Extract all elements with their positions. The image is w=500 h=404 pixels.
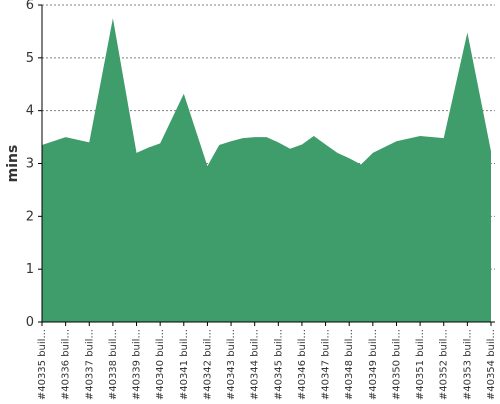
x-tick-label: #40335 buil... — [37, 329, 48, 400]
y-tick-label: 5 — [26, 51, 34, 66]
x-tick-label: #40350 buil... — [391, 329, 402, 400]
y-tick-label: 0 — [26, 315, 34, 330]
y-tick-labels: 0 1 2 3 4 5 6 — [26, 0, 34, 330]
x-tick-label: #40340 buil... — [155, 329, 166, 400]
axes — [38, 4, 495, 326]
x-tick-label: #40341 buil... — [179, 329, 190, 400]
x-tick-label: #40346 buil... — [297, 329, 308, 400]
x-tick-label: #40343 buil... — [226, 329, 237, 400]
x-tick-label: #40338 buil... — [108, 329, 119, 400]
x-tick-label: #40337 buil... — [84, 329, 95, 400]
x-tick-label: #40342 buil... — [202, 329, 213, 400]
x-tick-label: #40349 buil... — [368, 329, 379, 400]
y-tick-label: 6 — [26, 0, 34, 13]
y-tick-label: 2 — [26, 209, 34, 224]
series-area-layer — [42, 18, 491, 322]
series-area — [42, 18, 491, 322]
y-axis-label: mins — [5, 145, 21, 183]
x-tick-labels: #40335 buil... #40336 buil... #40337 buil.… — [37, 329, 497, 400]
y-tick-label: 3 — [26, 157, 34, 172]
x-tick-label: #40351 buil... — [415, 329, 426, 400]
x-tick-label: #40347 buil... — [321, 329, 332, 400]
x-tick-label: #40344 buil... — [250, 329, 261, 400]
x-tick-label: #40348 buil... — [344, 329, 355, 400]
x-tick-label: #40339 buil... — [132, 329, 143, 400]
x-tick-label: #40336 buil... — [61, 329, 72, 400]
x-tick-label: #40345 buil... — [273, 329, 284, 400]
x-tick-label: #40354 buil... — [486, 329, 497, 400]
x-tick-label: #40353 buil... — [462, 329, 473, 400]
x-tick-label: #40352 buil... — [439, 329, 450, 400]
y-tick-label: 4 — [26, 104, 34, 119]
y-tick-label: 1 — [26, 262, 34, 277]
